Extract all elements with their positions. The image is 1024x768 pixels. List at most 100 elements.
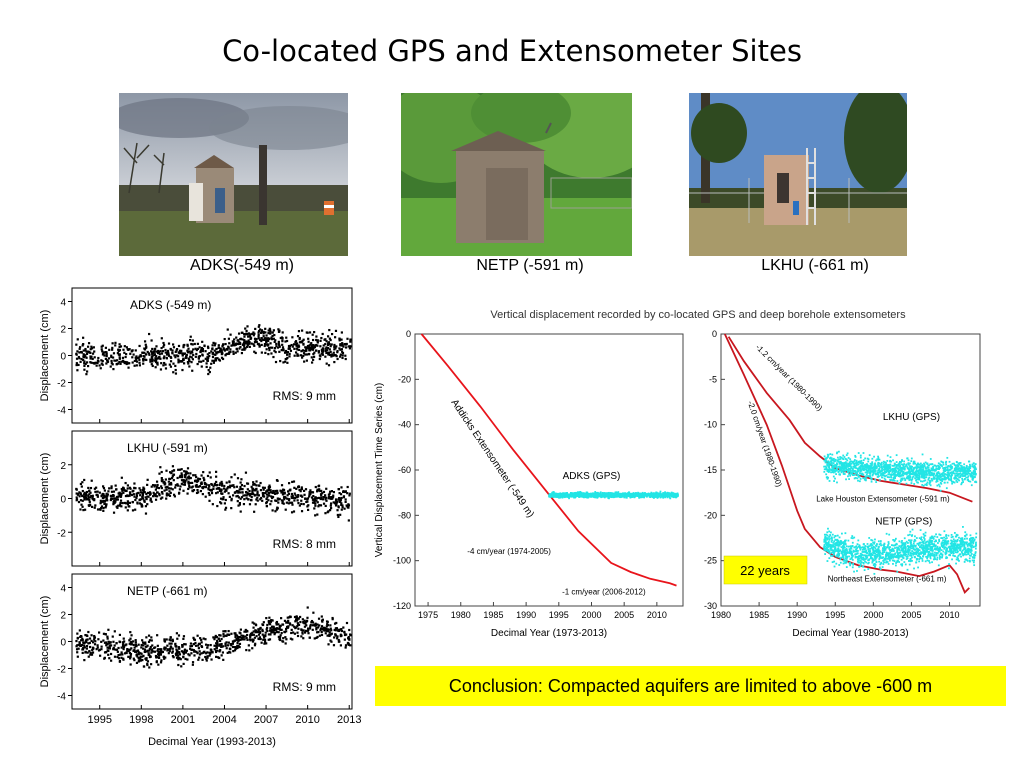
data-point xyxy=(122,348,125,351)
data-point xyxy=(275,479,279,482)
gps-point xyxy=(567,493,569,496)
gps-point xyxy=(598,493,601,496)
data-point xyxy=(322,496,325,499)
data-point xyxy=(104,357,107,361)
data-point xyxy=(266,489,269,492)
data-point xyxy=(329,627,332,630)
gps-point xyxy=(574,495,576,498)
data-point xyxy=(198,346,201,349)
data-point xyxy=(225,347,229,351)
data-point xyxy=(131,500,134,504)
data-point xyxy=(331,354,335,357)
data-point xyxy=(305,346,308,349)
data-point xyxy=(278,497,281,501)
gps-point xyxy=(941,461,944,464)
data-point xyxy=(185,649,188,652)
data-point xyxy=(322,344,325,347)
data-point xyxy=(84,347,87,351)
gps-point xyxy=(967,460,970,463)
data-point xyxy=(284,642,287,645)
data-point xyxy=(241,488,244,491)
gps-point xyxy=(643,495,646,498)
data-point xyxy=(164,367,168,370)
slide-title: Co-located GPS and Extensometer Sites xyxy=(222,34,802,68)
data-point xyxy=(100,359,103,362)
data-point xyxy=(304,346,307,349)
data-point xyxy=(269,491,273,494)
data-point xyxy=(307,352,311,356)
data-point xyxy=(325,625,328,628)
gps-point xyxy=(603,495,606,498)
data-point xyxy=(226,644,230,647)
gps-point xyxy=(620,492,623,495)
data-point xyxy=(324,496,328,499)
data-point xyxy=(339,644,342,647)
data-point xyxy=(215,487,218,490)
data-point xyxy=(337,488,340,491)
gps-point xyxy=(617,494,620,496)
data-point xyxy=(257,337,260,340)
data-point xyxy=(168,638,171,641)
data-point xyxy=(245,648,248,652)
data-point xyxy=(80,350,83,354)
data-point xyxy=(115,498,118,501)
data-point xyxy=(182,489,185,492)
gps-point xyxy=(851,473,854,476)
data-point xyxy=(329,502,333,505)
data-point xyxy=(205,362,208,365)
gps-point xyxy=(838,458,840,461)
data-point xyxy=(163,638,166,641)
data-point xyxy=(203,650,206,653)
data-point xyxy=(177,355,180,358)
data-point xyxy=(209,648,212,651)
data-point xyxy=(330,507,333,510)
gps-point xyxy=(932,466,934,469)
data-point xyxy=(174,644,177,648)
data-point xyxy=(75,645,78,648)
gps-point xyxy=(927,477,930,480)
data-point xyxy=(145,497,148,501)
data-point xyxy=(215,348,218,351)
data-point xyxy=(123,351,126,354)
data-point xyxy=(281,501,284,505)
data-point xyxy=(344,357,347,361)
data-point xyxy=(138,502,142,505)
chart-title: Vertical displacement recorded by co-loc… xyxy=(490,309,906,321)
gps-point xyxy=(845,467,847,470)
data-point xyxy=(189,481,192,485)
data-point xyxy=(239,491,242,494)
gps-point xyxy=(837,466,840,468)
data-point xyxy=(87,494,90,497)
data-point xyxy=(220,482,224,485)
data-point xyxy=(265,339,268,342)
data-point xyxy=(156,351,160,355)
data-point xyxy=(141,351,144,354)
data-point xyxy=(254,503,257,506)
data-point xyxy=(168,483,171,486)
gps-point xyxy=(836,462,838,465)
data-point xyxy=(270,631,273,634)
data-point xyxy=(113,655,117,658)
data-point xyxy=(133,646,136,649)
gps-point xyxy=(958,476,960,479)
data-point xyxy=(140,652,143,655)
data-point xyxy=(148,649,151,652)
data-point xyxy=(120,476,123,479)
data-point xyxy=(81,651,84,655)
data-point xyxy=(301,495,304,498)
data-point xyxy=(189,338,192,342)
gps-point xyxy=(673,495,676,498)
data-point xyxy=(133,359,136,363)
data-point xyxy=(82,349,85,352)
data-point xyxy=(106,495,109,498)
data-point xyxy=(192,638,196,641)
data-point xyxy=(164,351,167,354)
data-point xyxy=(315,338,318,342)
data-point xyxy=(237,496,241,499)
data-point xyxy=(324,629,327,632)
data-point xyxy=(238,347,241,350)
gps-point xyxy=(562,493,565,495)
